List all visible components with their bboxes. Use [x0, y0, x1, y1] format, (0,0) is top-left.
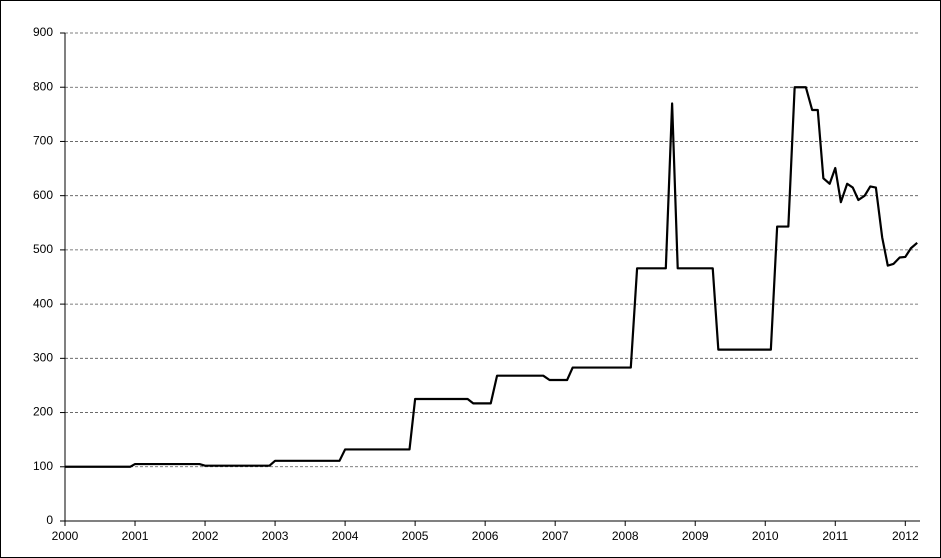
y-tick-label: 100 [33, 459, 53, 473]
y-tick-label: 200 [33, 405, 53, 419]
x-tick-label: 2012 [892, 529, 919, 543]
y-tick-label: 800 [33, 79, 53, 93]
x-tick-label: 2003 [262, 529, 289, 543]
y-tick-label: 600 [33, 188, 53, 202]
y-tick-label: 500 [33, 242, 53, 256]
y-tick-label: 400 [33, 296, 53, 310]
y-tick-label: 900 [33, 25, 53, 39]
data-line [65, 86, 918, 468]
x-tick-label: 2009 [682, 529, 709, 543]
x-tick-label: 2000 [52, 529, 79, 543]
x-tick-label: 2005 [402, 529, 429, 543]
x-tick-label: 2006 [472, 529, 499, 543]
x-tick-label: 2007 [542, 529, 569, 543]
x-tick-label: 2010 [752, 529, 779, 543]
x-tick-label: 2011 [822, 529, 848, 543]
x-tick-label: 2001 [122, 529, 149, 543]
x-tick-label: 2004 [332, 529, 359, 543]
y-tick-label: 0 [46, 513, 53, 527]
y-tick-label: 700 [33, 134, 53, 148]
x-tick-label: 2008 [612, 529, 639, 543]
y-tick-label: 300 [33, 351, 53, 365]
x-tick-label: 2002 [192, 529, 219, 543]
